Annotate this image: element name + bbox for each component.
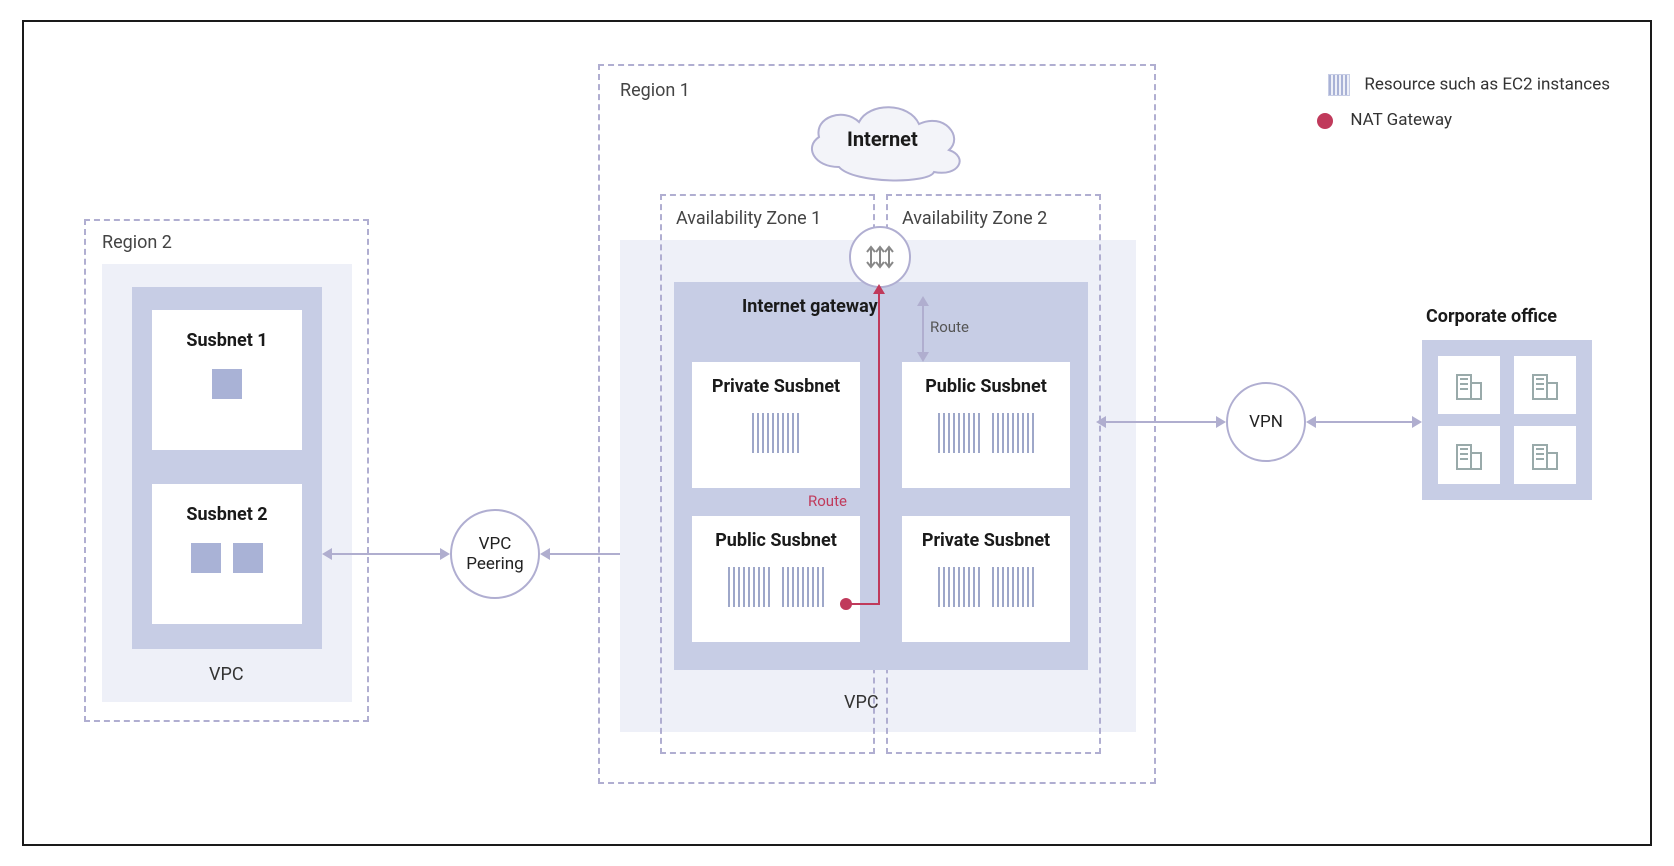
- corp-building-4: [1514, 426, 1576, 484]
- arrow-head: [1216, 416, 1226, 428]
- arrow-vpn-corp: [1316, 421, 1412, 423]
- az2-label: Availability Zone 2: [902, 208, 1047, 229]
- legend-nat-swatch: [1317, 113, 1333, 129]
- igw-label: Internet gateway: [742, 296, 878, 317]
- az2-public-subnet: Public Susbnet: [902, 362, 1070, 488]
- arrow-head: [917, 296, 929, 306]
- vpc-peering-node: VPCPeering: [450, 509, 540, 599]
- legend-resource: Resource such as EC2 instances: [1328, 74, 1610, 96]
- resource-stripes-icon: [992, 567, 1034, 607]
- building-icon: [1451, 367, 1487, 403]
- az-bridge: [862, 282, 900, 670]
- region2-subnet2: Susbnet 2: [152, 484, 302, 624]
- resource-icon: [191, 543, 221, 573]
- resource-stripes-icon: [782, 567, 824, 607]
- building-icon: [1527, 437, 1563, 473]
- route-label-red: Route: [808, 492, 847, 510]
- arrow-head: [540, 548, 550, 560]
- route-line-gray: [922, 304, 924, 354]
- region2-subnet1: Susbnet 1: [152, 310, 302, 450]
- nat-route-v: [878, 292, 880, 605]
- legend-nat-label: NAT Gateway: [1350, 110, 1452, 130]
- az2-public-label: Public Susbnet: [902, 376, 1070, 397]
- diagram-frame: Resource such as EC2 instances NAT Gatew…: [22, 20, 1652, 846]
- resource-stripes-icon: [752, 413, 800, 453]
- arrow-head: [440, 548, 450, 560]
- corp-building-1: [1438, 356, 1500, 414]
- az1-public-label: Public Susbnet: [692, 530, 860, 551]
- region2-subnet2-label: Susbnet 2: [152, 504, 302, 525]
- arrow-head: [322, 548, 332, 560]
- building-icon: [1527, 367, 1563, 403]
- internet-gateway-node: [849, 226, 911, 288]
- az1-private-label: Private Susbnet: [692, 376, 860, 397]
- az2-private-subnet: Private Susbnet: [902, 516, 1070, 642]
- resource-stripes-icon: [992, 413, 1034, 453]
- az1-private-subnet: Private Susbnet: [692, 362, 860, 488]
- nat-route-arrow: [873, 284, 885, 294]
- resource-stripes-icon: [938, 413, 980, 453]
- nat-route-h: [846, 603, 880, 605]
- legend-resource-swatch: [1328, 74, 1350, 96]
- internet-label: Internet: [847, 127, 918, 151]
- corp-box: [1422, 340, 1592, 500]
- legend-resource-label: Resource such as EC2 instances: [1364, 74, 1610, 94]
- igw-icon: [863, 242, 897, 272]
- arrow-head: [917, 352, 929, 362]
- region2-subnet1-label: Susbnet 1: [152, 330, 302, 351]
- resource-stripes-icon: [938, 567, 980, 607]
- az1-public-subnet: Public Susbnet: [692, 516, 860, 642]
- corp-building-3: [1438, 426, 1500, 484]
- building-icon: [1451, 437, 1487, 473]
- arrow-head: [1412, 416, 1422, 428]
- region2-vpc-label: VPC: [209, 664, 244, 685]
- resource-icon: [233, 543, 263, 573]
- arrow-head: [1096, 416, 1106, 428]
- vpc-peering-label: VPCPeering: [466, 534, 523, 575]
- corp-building-2: [1514, 356, 1576, 414]
- az2-private-label: Private Susbnet: [902, 530, 1070, 551]
- az1-label: Availability Zone 1: [676, 208, 821, 229]
- legend-nat: NAT Gateway: [1314, 110, 1452, 130]
- vpn-label: VPN: [1249, 412, 1283, 432]
- corp-label: Corporate office: [1426, 306, 1557, 327]
- arrow-head: [1306, 416, 1316, 428]
- resource-stripes-icon: [728, 567, 770, 607]
- route-label-gray: Route: [930, 318, 969, 336]
- resource-icon: [212, 369, 242, 399]
- vpn-node: VPN: [1226, 382, 1306, 462]
- region2-label: Region 2: [102, 232, 172, 253]
- arrow-r1-vpn: [1106, 421, 1216, 423]
- region1-label: Region 1: [620, 80, 690, 101]
- arrow-r2-peering: [332, 553, 440, 555]
